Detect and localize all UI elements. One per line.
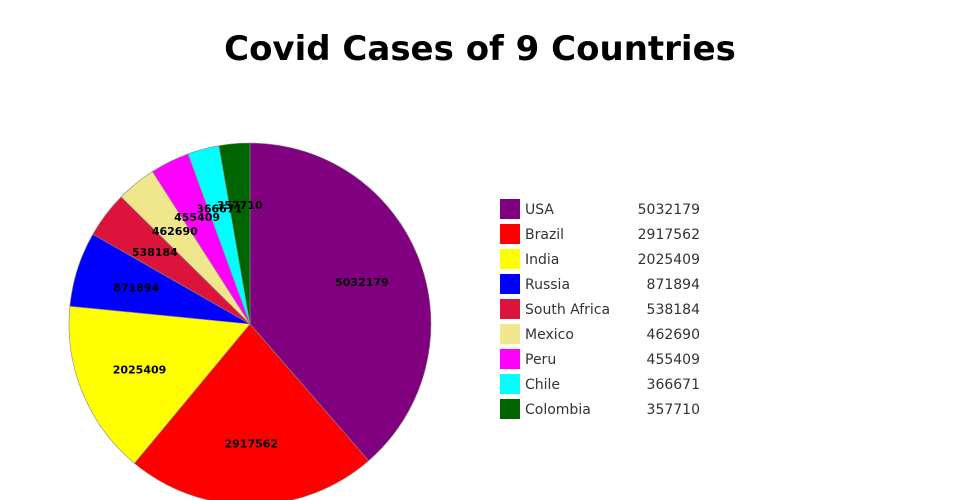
pie-plot — [68, 142, 432, 500]
legend-value: 455409 — [647, 352, 700, 368]
chart-title: Covid Cases of 9 Countries — [224, 29, 736, 69]
legend-value: 871894 — [647, 277, 701, 293]
slice-value-label-south-africa: 538184 — [132, 246, 178, 259]
slice-value-label-colombia: 357710 — [217, 199, 263, 212]
legend-label: USA — [525, 202, 554, 218]
slice-value-label-chile: 366671 — [196, 203, 242, 216]
legend-label: Russia — [525, 277, 570, 293]
legend-swatch — [500, 374, 520, 394]
pie-slice-colombia[interactable] — [218, 142, 251, 325]
slice-value-label-mexico: 462690 — [152, 225, 198, 238]
legend-label: Mexico — [525, 327, 574, 343]
legend-swatch — [500, 249, 520, 269]
legend-item-colombia[interactable]: Colombia 357710 — [500, 399, 700, 419]
legend-swatch — [500, 199, 520, 219]
legend-value: 2025409 — [638, 252, 700, 268]
legend-item-india[interactable]: India 2025409 — [500, 249, 700, 269]
legend-label: South Africa — [525, 302, 610, 318]
legend-value: 366671 — [647, 377, 700, 393]
legend-value: 462690 — [647, 327, 700, 343]
legend-item-russia[interactable]: Russia 871894 — [500, 274, 700, 294]
legend-item-chile[interactable]: Chile 366671 — [500, 374, 700, 394]
legend-swatch — [500, 399, 520, 419]
legend-swatch — [500, 274, 520, 294]
legend-label: Peru — [525, 352, 556, 368]
legend-label: Colombia — [525, 402, 591, 418]
legend-value: 538184 — [647, 302, 701, 318]
slice-labels: 5032179 2917562 2025409 871894 538184 4626904… — [113, 199, 389, 451]
legend-swatch — [500, 224, 520, 244]
legend: USA 5032179 Brazil 2917562 India 2025409 Russi… — [500, 199, 700, 419]
pie-slice-india[interactable] — [68, 305, 251, 464]
legend-value: 5032179 — [638, 202, 700, 218]
legend-item-peru[interactable]: Peru 455409 — [500, 349, 700, 369]
legend-value: 2917562 — [638, 227, 700, 243]
slice-value-label-russia: 871894 — [113, 282, 159, 295]
slice-value-label-peru: 455409 — [174, 211, 220, 224]
legend-swatch — [500, 349, 520, 369]
pie-slice-brazil[interactable] — [134, 323, 370, 500]
legend-label: Chile — [525, 377, 560, 393]
legend-label: India — [525, 252, 559, 268]
legend-swatch — [500, 324, 520, 344]
slice-value-label-brazil: 2917562 — [225, 438, 279, 451]
legend-item-usa[interactable]: USA 5032179 — [500, 199, 700, 219]
slice-value-label-india: 2025409 — [113, 363, 167, 376]
legend-item-brazil[interactable]: Brazil 2917562 — [500, 224, 700, 244]
legend-swatch — [500, 299, 520, 319]
slice-value-label-usa: 5032179 — [335, 276, 389, 289]
legend-value: 357710 — [647, 402, 700, 418]
pie-slice-usa[interactable] — [249, 142, 432, 462]
legend-label: Brazil — [525, 227, 564, 243]
legend-item-mexico[interactable]: Mexico 462690 — [500, 324, 700, 344]
legend-item-south-africa[interactable]: South Africa 538184 — [500, 299, 700, 319]
